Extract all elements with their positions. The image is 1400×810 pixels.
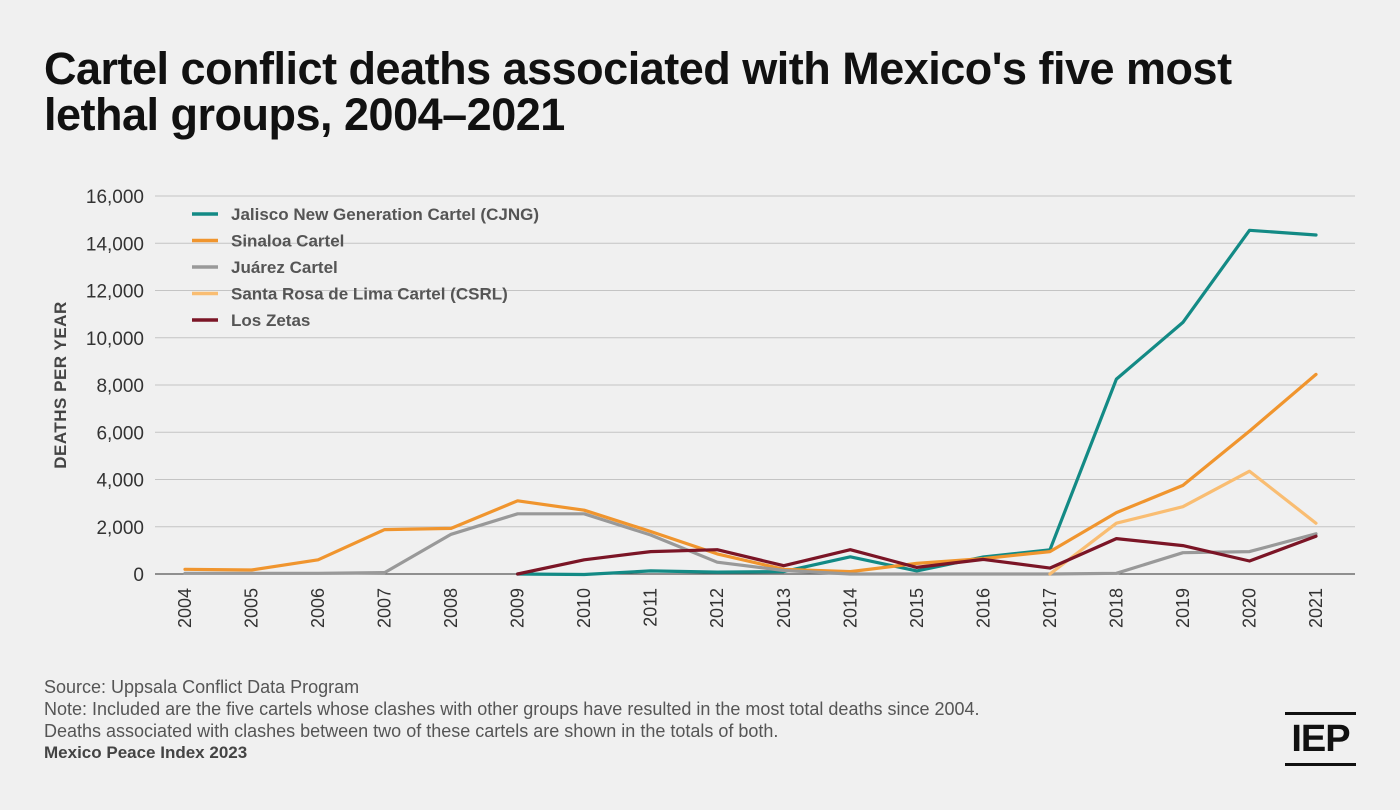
- x-tick-label: 2016: [973, 588, 993, 628]
- publication-name: Mexico Peace Index 2023: [44, 743, 248, 762]
- y-tick-labels: 0 2,000 4,000 6,000 8,000 10,000 12,000 14,000 1…: [86, 187, 144, 586]
- line-chart: 0 2,000 4,000 6,000 8,000 10,000 12,000 14,000 1…: [51, 187, 1355, 628]
- iep-logo: IEP: [1285, 712, 1356, 766]
- series-line-4: [516, 534, 1318, 576]
- note-line-2: Deaths associated with clashes between t…: [44, 721, 779, 741]
- x-tick-label: 2007: [375, 588, 395, 628]
- x-tick-label: 2020: [1239, 588, 1259, 628]
- x-tick-label: 2004: [175, 588, 195, 628]
- source-text: Source: Uppsala Conflict Data Program: [44, 677, 360, 697]
- y-tick-label: 8,000: [96, 376, 144, 397]
- x-tick-label: 2009: [508, 588, 528, 628]
- x-tick-label: 2015: [907, 588, 927, 628]
- x-tick-label: 2014: [840, 588, 860, 628]
- legend-label: Santa Rosa de Lima Cartel (CSRL): [231, 285, 508, 304]
- x-tick-label: 2021: [1306, 588, 1326, 628]
- chart-title: Cartel conflict deaths associated with M…: [44, 43, 1232, 140]
- legend-label: Juárez Cartel: [231, 258, 338, 277]
- series-line-1: [183, 372, 1318, 574]
- x-tick-label: 2017: [1040, 588, 1060, 628]
- y-tick-label: 12,000: [86, 282, 144, 303]
- x-tick-label: 2013: [774, 588, 794, 628]
- legend: Jalisco New Generation Cartel (CJNG) Sina…: [192, 205, 539, 330]
- x-tick-label: 2011: [641, 588, 661, 627]
- x-tick-label: 2006: [308, 588, 328, 628]
- x-tick-label: 2012: [707, 588, 727, 628]
- series-line-3: [1048, 469, 1318, 576]
- y-tick-label: 0: [133, 565, 144, 586]
- series-line-0: [516, 228, 1318, 577]
- x-tick-label: 2010: [574, 588, 594, 628]
- x-tick-label: 2019: [1173, 588, 1193, 628]
- legend-label: Los Zetas: [231, 311, 310, 330]
- y-tick-label: 4,000: [96, 471, 144, 492]
- y-tick-label: 2,000: [96, 518, 144, 539]
- note-line-1: Note: Included are the five cartels whos…: [44, 699, 980, 719]
- y-tick-label: 16,000: [86, 187, 144, 208]
- legend-label: Jalisco New Generation Cartel (CJNG): [231, 205, 539, 224]
- x-tick-label: 2005: [242, 588, 262, 628]
- x-tick-label: 2008: [441, 588, 461, 628]
- y-tick-label: 6,000: [96, 423, 144, 444]
- series-line-2: [183, 512, 1318, 576]
- legend-label: Sinaloa Cartel: [231, 232, 344, 251]
- y-tick-label: 10,000: [86, 329, 144, 350]
- y-tick-label: 14,000: [86, 234, 144, 255]
- x-tick-label: 2018: [1106, 588, 1126, 628]
- series-lines: [183, 228, 1318, 577]
- grid-lines: [155, 195, 1355, 575]
- x-tick-labels: 2004 2005 2006 2007 2008 2009 2010 2011 2012 2013…: [175, 588, 1326, 628]
- y-axis-label: DEATHS PER YEAR: [51, 301, 70, 468]
- footer: Source: Uppsala Conflict Data Program No…: [44, 676, 980, 764]
